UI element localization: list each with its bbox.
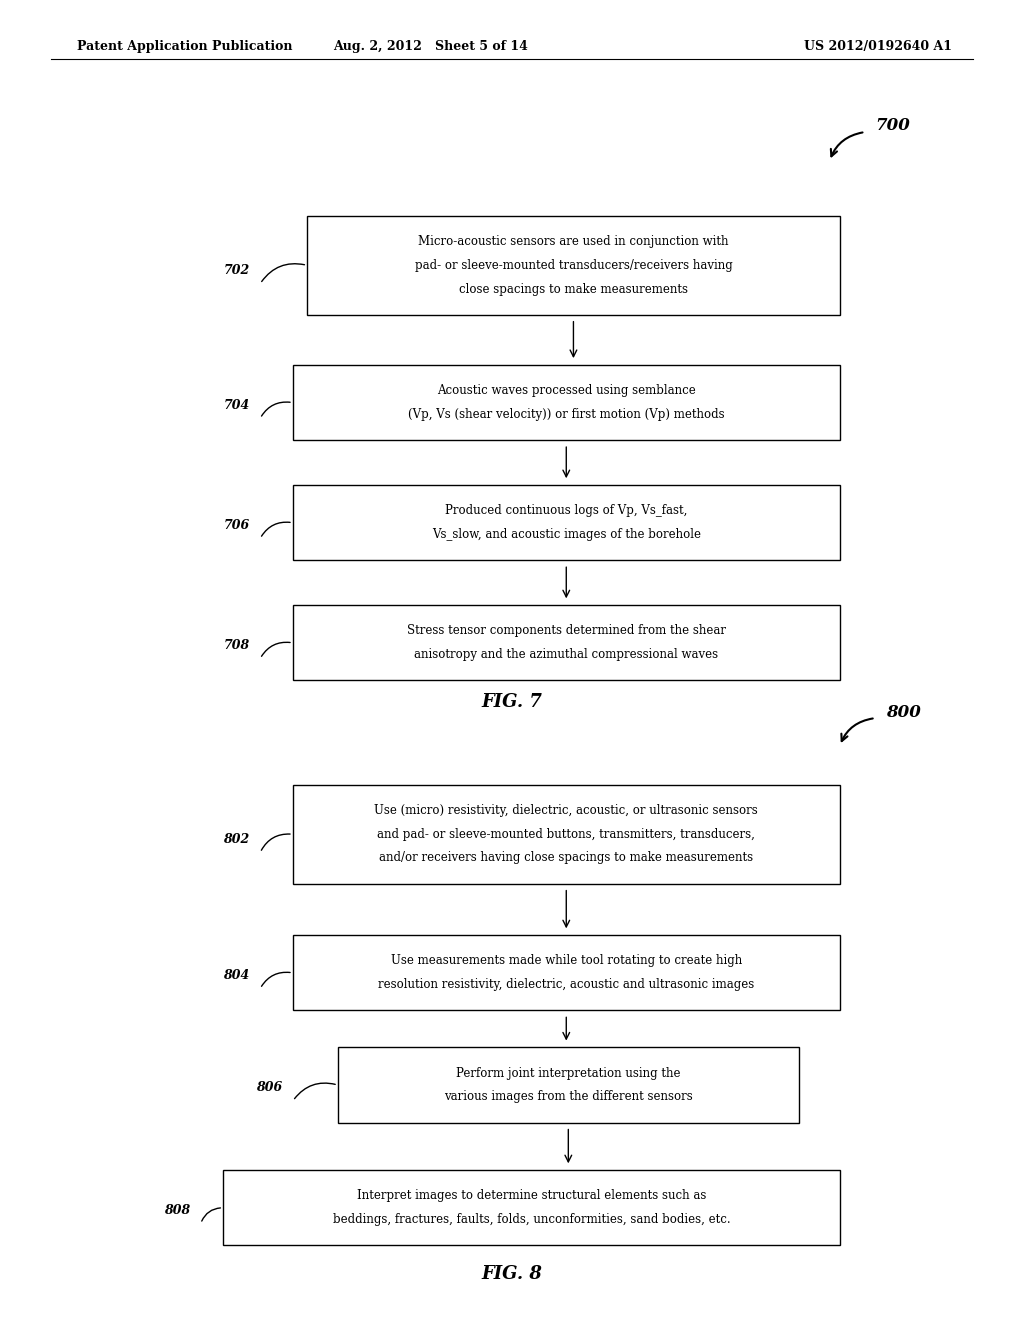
Text: 708: 708 <box>223 639 250 652</box>
Text: FIG. 7: FIG. 7 <box>481 693 543 711</box>
Bar <box>338 1048 799 1122</box>
Text: 802: 802 <box>223 833 250 846</box>
Bar <box>293 364 840 441</box>
Bar <box>293 484 840 560</box>
Bar <box>293 935 840 1011</box>
Text: close spacings to make measurements: close spacings to make measurements <box>459 282 688 296</box>
Text: 800: 800 <box>886 705 921 721</box>
Text: 706: 706 <box>223 519 250 532</box>
Text: Patent Application Publication: Patent Application Publication <box>77 40 292 53</box>
Text: beddings, fractures, faults, folds, unconformities, sand bodies, etc.: beddings, fractures, faults, folds, unco… <box>333 1213 730 1226</box>
Text: anisotropy and the azimuthal compressional waves: anisotropy and the azimuthal compression… <box>415 648 718 661</box>
Text: Use measurements made while tool rotating to create high: Use measurements made while tool rotatin… <box>390 954 742 968</box>
Text: Perform joint interpretation using the: Perform joint interpretation using the <box>456 1067 681 1080</box>
Text: FIG. 8: FIG. 8 <box>481 1265 543 1283</box>
Text: 704: 704 <box>223 399 250 412</box>
Bar <box>307 215 840 314</box>
Text: Produced continuous logs of Vp, Vs_fast,: Produced continuous logs of Vp, Vs_fast, <box>445 504 687 517</box>
Text: Vs_slow, and acoustic images of the borehole: Vs_slow, and acoustic images of the bore… <box>432 528 700 541</box>
Text: and pad- or sleeve-mounted buttons, transmitters, transducers,: and pad- or sleeve-mounted buttons, tran… <box>377 828 756 841</box>
Text: Stress tensor components determined from the shear: Stress tensor components determined from… <box>407 624 726 638</box>
Text: 804: 804 <box>223 969 250 982</box>
Text: pad- or sleeve-mounted transducers/receivers having: pad- or sleeve-mounted transducers/recei… <box>415 259 732 272</box>
Text: (Vp, Vs (shear velocity)) or first motion (Vp) methods: (Vp, Vs (shear velocity)) or first motio… <box>408 408 725 421</box>
Text: Acoustic waves processed using semblance: Acoustic waves processed using semblance <box>437 384 695 397</box>
Text: and/or receivers having close spacings to make measurements: and/or receivers having close spacings t… <box>379 851 754 865</box>
Bar <box>293 784 840 884</box>
Bar <box>293 605 840 681</box>
Text: 702: 702 <box>223 264 250 277</box>
Text: various images from the different sensors: various images from the different sensor… <box>444 1090 692 1104</box>
Text: 808: 808 <box>164 1204 190 1217</box>
Bar <box>223 1170 840 1246</box>
Text: Aug. 2, 2012   Sheet 5 of 14: Aug. 2, 2012 Sheet 5 of 14 <box>333 40 527 53</box>
Text: Interpret images to determine structural elements such as: Interpret images to determine structural… <box>356 1189 707 1203</box>
Text: 700: 700 <box>876 117 910 133</box>
Text: Micro-acoustic sensors are used in conjunction with: Micro-acoustic sensors are used in conju… <box>418 235 729 248</box>
Text: resolution resistivity, dielectric, acoustic and ultrasonic images: resolution resistivity, dielectric, acou… <box>378 978 755 991</box>
Text: Use (micro) resistivity, dielectric, acoustic, or ultrasonic sensors: Use (micro) resistivity, dielectric, aco… <box>375 804 758 817</box>
Text: 806: 806 <box>256 1081 283 1094</box>
Text: US 2012/0192640 A1: US 2012/0192640 A1 <box>804 40 952 53</box>
